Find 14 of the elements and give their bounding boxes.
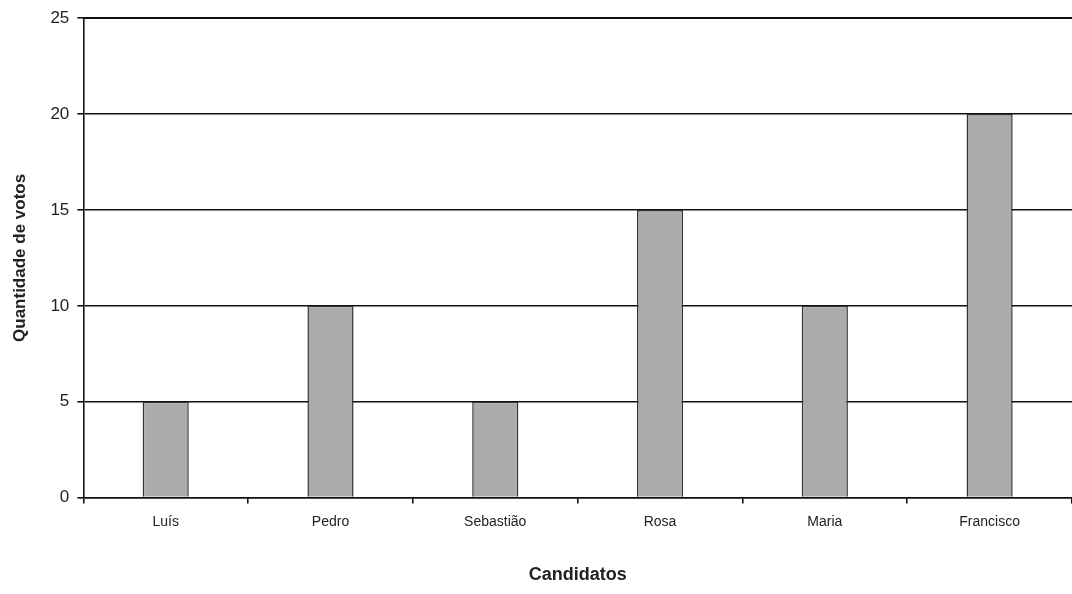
x-tick-label: Pedro xyxy=(311,512,350,529)
y-tick-label: 5 xyxy=(59,391,70,411)
y-tick-label: 0 xyxy=(59,487,70,507)
y-tick-label: 25 xyxy=(50,7,70,27)
x-axis-title: Candidatos xyxy=(528,564,627,585)
x-tick-label: Rosa xyxy=(643,512,677,529)
x-tick-label: Sebastião xyxy=(464,512,527,529)
y-axis-title: Quantidade de votos xyxy=(9,173,29,342)
y-tick-label: 10 xyxy=(50,295,70,315)
y-tick-label: 20 xyxy=(50,103,70,123)
x-tick-label: Maria xyxy=(807,512,843,529)
y-tick-label: 15 xyxy=(50,199,70,219)
x-tick-label: Francisco xyxy=(959,512,1021,529)
x-tick-label: Luís xyxy=(152,512,179,529)
